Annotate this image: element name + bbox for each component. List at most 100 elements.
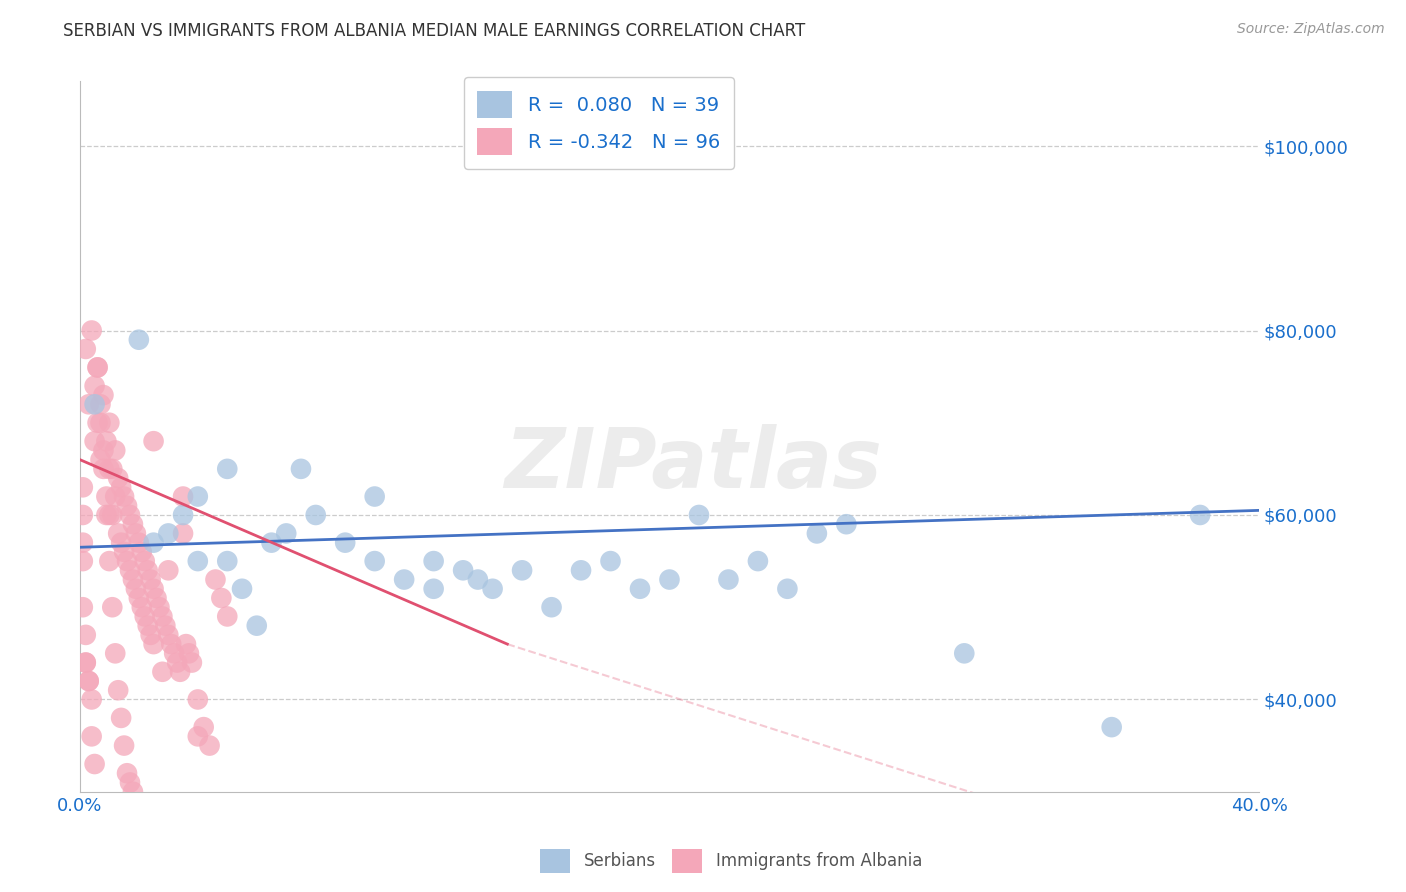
Point	[72, 535, 94, 549]
Point	[101, 508, 124, 522]
Point	[110, 711, 132, 725]
Point	[86, 416, 108, 430]
Point	[101, 462, 124, 476]
Point	[152, 609, 174, 624]
Point	[198, 739, 221, 753]
Point	[112, 490, 135, 504]
Point	[83, 434, 105, 449]
Point	[83, 397, 105, 411]
Point	[193, 720, 215, 734]
Point	[80, 324, 103, 338]
Point	[96, 490, 118, 504]
Point	[104, 646, 127, 660]
Point	[104, 490, 127, 504]
Point	[569, 563, 592, 577]
Point	[451, 563, 474, 577]
Legend: R =  0.080   N = 39, R = -0.342   N = 96: R = 0.080 N = 39, R = -0.342 N = 96	[464, 77, 734, 169]
Point	[276, 526, 298, 541]
Point	[107, 526, 129, 541]
Point	[628, 582, 651, 596]
Point	[128, 535, 150, 549]
Point	[72, 508, 94, 522]
Point	[187, 730, 209, 744]
Point	[128, 591, 150, 605]
Point	[98, 554, 121, 568]
Point	[290, 462, 312, 476]
Point	[305, 508, 328, 522]
Point	[122, 785, 145, 799]
Point	[177, 646, 200, 660]
Point	[335, 535, 357, 549]
Point	[72, 480, 94, 494]
Point	[93, 462, 115, 476]
Text: Source: ZipAtlas.com: Source: ZipAtlas.com	[1237, 22, 1385, 37]
Point	[510, 563, 533, 577]
Point	[169, 665, 191, 679]
Point	[204, 573, 226, 587]
Point	[1189, 508, 1212, 522]
Point	[72, 600, 94, 615]
Point	[122, 517, 145, 532]
Point	[77, 673, 100, 688]
Point	[152, 665, 174, 679]
Point	[688, 508, 710, 522]
Point	[72, 554, 94, 568]
Point	[776, 582, 799, 596]
Point	[77, 397, 100, 411]
Point	[481, 582, 503, 596]
Point	[75, 342, 97, 356]
Point	[142, 582, 165, 596]
Point	[75, 656, 97, 670]
Point	[599, 554, 621, 568]
Point	[107, 683, 129, 698]
Point	[115, 554, 138, 568]
Point	[166, 656, 188, 670]
Point	[142, 535, 165, 549]
Point	[172, 526, 194, 541]
Point	[142, 434, 165, 449]
Point	[98, 462, 121, 476]
Point	[98, 508, 121, 522]
Point	[658, 573, 681, 587]
Point	[717, 573, 740, 587]
Point	[1101, 720, 1123, 734]
Point	[260, 535, 283, 549]
Point	[93, 443, 115, 458]
Point	[115, 499, 138, 513]
Point	[96, 508, 118, 522]
Point	[422, 554, 444, 568]
Point	[77, 673, 100, 688]
Point	[86, 360, 108, 375]
Point	[80, 730, 103, 744]
Point	[101, 600, 124, 615]
Legend: Serbians, Immigrants from Albania: Serbians, Immigrants from Albania	[533, 842, 929, 880]
Point	[187, 554, 209, 568]
Point	[131, 545, 153, 559]
Point	[122, 573, 145, 587]
Point	[142, 637, 165, 651]
Point	[83, 379, 105, 393]
Point	[98, 416, 121, 430]
Point	[747, 554, 769, 568]
Point	[209, 591, 232, 605]
Point	[157, 628, 180, 642]
Point	[89, 416, 111, 430]
Point	[172, 508, 194, 522]
Point	[80, 692, 103, 706]
Point	[363, 554, 385, 568]
Point	[139, 628, 162, 642]
Point	[118, 508, 141, 522]
Point	[75, 656, 97, 670]
Point	[835, 517, 858, 532]
Point	[363, 490, 385, 504]
Point	[107, 471, 129, 485]
Point	[160, 637, 183, 651]
Point	[246, 618, 269, 632]
Text: ZIPatlas: ZIPatlas	[505, 425, 882, 506]
Point	[89, 452, 111, 467]
Point	[96, 434, 118, 449]
Point	[83, 757, 105, 772]
Point	[136, 618, 159, 632]
Point	[112, 545, 135, 559]
Point	[180, 656, 202, 670]
